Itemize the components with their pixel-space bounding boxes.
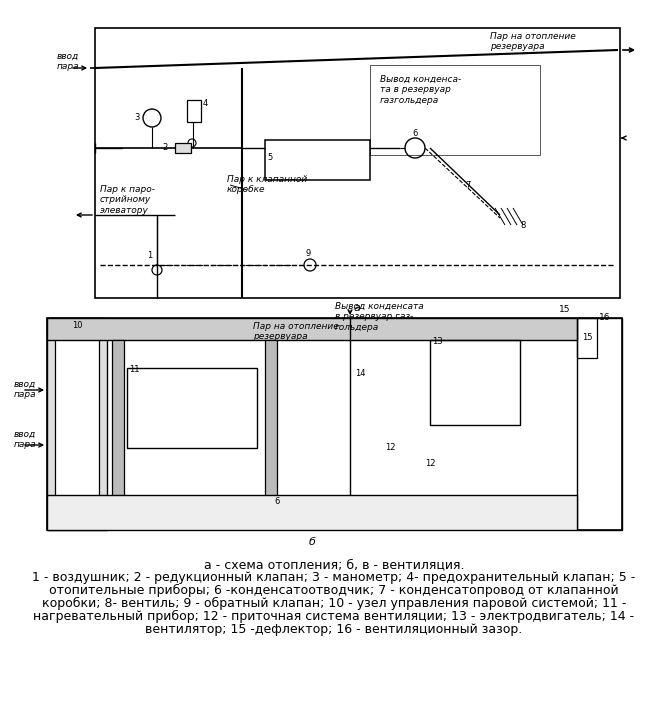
Bar bbox=[577, 318, 597, 358]
Text: 12: 12 bbox=[425, 458, 436, 468]
Text: 11: 11 bbox=[129, 366, 140, 374]
Text: 9: 9 bbox=[305, 249, 310, 258]
Bar bbox=[112, 340, 124, 502]
Text: ввод
пара: ввод пара bbox=[13, 380, 36, 399]
Text: Вывод конденсата
в резервуар газ-
гольдера: Вывод конденсата в резервуар газ- гольде… bbox=[335, 302, 423, 332]
Text: Вывод конденса-
та в резервуар
газгольдера: Вывод конденса- та в резервуар газгольде… bbox=[380, 75, 461, 105]
Bar bbox=[127, 368, 257, 448]
Bar bbox=[47, 318, 577, 340]
Bar bbox=[55, 336, 99, 512]
Bar bbox=[430, 340, 520, 425]
Text: 15: 15 bbox=[559, 305, 571, 314]
Bar bbox=[187, 100, 201, 122]
Text: ввод
пара: ввод пара bbox=[13, 430, 36, 449]
Text: 7: 7 bbox=[466, 180, 471, 190]
Text: Пар к паро-
стрийному
элеватору: Пар к паро- стрийному элеватору bbox=[100, 185, 155, 215]
Text: отопительные приборы; 6 -конденсатоотводчик; 7 - конденсатопровод от клапанной: отопительные приборы; 6 -конденсатоотвод… bbox=[50, 584, 619, 597]
Text: 10: 10 bbox=[72, 322, 82, 331]
Text: 8: 8 bbox=[520, 220, 525, 230]
Text: 4: 4 bbox=[203, 98, 208, 107]
Bar bbox=[47, 318, 622, 530]
Text: Пар на отопление
резервуара: Пар на отопление резервуара bbox=[253, 322, 339, 341]
Text: б: б bbox=[308, 537, 316, 547]
Bar bbox=[47, 318, 107, 530]
Bar bbox=[175, 143, 191, 153]
Bar bbox=[47, 495, 577, 530]
Text: нагревательный прибор; 12 - приточная система вентиляции; 13 - электродвигатель;: нагревательный прибор; 12 - приточная си… bbox=[33, 610, 635, 623]
Text: а: а bbox=[353, 303, 361, 313]
Text: Пар на отопление
резервуара: Пар на отопление резервуара bbox=[490, 32, 576, 51]
Bar bbox=[95, 28, 620, 298]
Text: 14: 14 bbox=[355, 369, 365, 378]
Text: 6: 6 bbox=[274, 498, 280, 507]
Text: 12: 12 bbox=[385, 444, 395, 453]
Text: ввод
пара: ввод пара bbox=[57, 52, 80, 72]
Text: 1: 1 bbox=[147, 251, 153, 260]
Text: а - схема отопления; б, в - вентиляция.: а - схема отопления; б, в - вентиляция. bbox=[204, 558, 464, 571]
Text: 16: 16 bbox=[599, 314, 611, 322]
Bar bbox=[265, 140, 370, 180]
Text: 2: 2 bbox=[163, 143, 168, 152]
Text: коробки; 8- вентиль; 9 - обратный клапан; 10 - узел управления паровой системой;: коробки; 8- вентиль; 9 - обратный клапан… bbox=[41, 597, 626, 610]
Text: вентилятор; 15 -дефлектор; 16 - вентиляционный зазор.: вентилятор; 15 -дефлектор; 16 - вентиляц… bbox=[145, 623, 522, 636]
Bar bbox=[265, 340, 277, 502]
Text: 6: 6 bbox=[412, 129, 417, 138]
Text: 1 - воздушник; 2 - редукционный клапан; 3 - манометр; 4- предохранительный клапа: 1 - воздушник; 2 - редукционный клапан; … bbox=[32, 571, 636, 584]
Text: 3: 3 bbox=[134, 114, 140, 123]
Text: 15: 15 bbox=[582, 333, 592, 343]
Bar bbox=[577, 318, 622, 530]
Text: 13: 13 bbox=[432, 338, 443, 347]
Bar bbox=[370, 65, 540, 155]
Text: Пар к клапанной
коробке: Пар к клапанной коробке bbox=[227, 175, 307, 194]
Text: 5: 5 bbox=[267, 152, 272, 161]
